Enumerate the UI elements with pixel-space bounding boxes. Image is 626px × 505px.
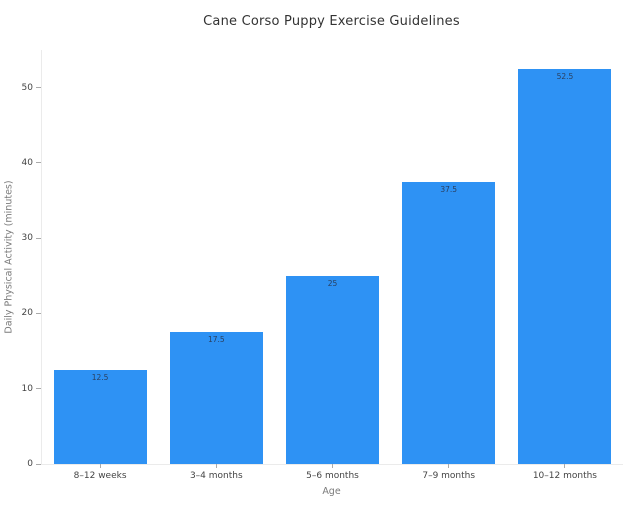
x-tick-label: 5–6 months [306,471,359,481]
bar: 52.5 [518,68,612,464]
bar: 17.5 [169,332,263,464]
x-tick: 7–9 months [391,464,507,481]
bar-value-label: 52.5 [556,71,574,81]
y-tick-mark [36,312,41,314]
x-tick-label: 3–4 months [189,471,243,481]
y-tick-label: 30 [21,233,33,244]
x-tick-mark [564,464,566,468]
bar-slot: 12.5 [42,50,158,464]
x-axis-ticks: 8–12 weeks 3–4 months 5–6 months 7–9 months… [42,464,623,481]
y-tick-mark [36,388,41,390]
plot-area: 12.5 17.5 25 37.5 52.5 8–12 weeks 3–4 months 5… [22,50,623,481]
bar-value-label: 25 [327,278,338,288]
x-tick: 8–12 weeks [42,464,158,481]
x-tick: 10–12 months [507,464,623,481]
y-tick-mark [36,463,41,465]
y-tick-label: 0 [27,459,33,469]
y-tick-label: 10 [21,383,33,394]
bar-slot: 17.5 [158,50,274,464]
y-tick-mark [36,87,41,89]
bar-value-label: 37.5 [440,184,458,194]
chart-title: Cane Corso Puppy Exercise Guidelines [203,14,460,29]
x-tick-label: 8–12 weeks [73,471,127,481]
bar: 12.5 [53,369,147,464]
bar: 25 [286,275,379,464]
y-tick-label: 20 [21,308,33,319]
bars-container: 12.5 17.5 25 37.5 52.5 [42,50,623,464]
x-tick-mark [448,464,450,468]
x-tick-label: 7–9 months [422,471,476,481]
bar-slot: 37.5 [391,50,507,464]
x-tick-mark [332,464,333,468]
y-tick-label: 50 [21,82,33,93]
bar-value-label: 12.5 [91,372,109,382]
bar-value-label: 17.5 [207,335,225,345]
x-tick: 5–6 months [274,464,390,481]
x-axis-title: Age [322,486,341,497]
bar-slot: 25 [274,50,390,464]
x-tick-mark [215,464,217,468]
x-tick-label: 10–12 months [532,471,597,481]
x-tick: 3–4 months [158,464,274,481]
x-tick-mark [99,464,101,468]
y-tick-mark [36,237,41,239]
bar: 37.5 [402,181,496,464]
bar-slot: 52.5 [507,50,623,464]
y-tick-label: 40 [21,157,33,168]
y-tick-mark [36,162,41,164]
